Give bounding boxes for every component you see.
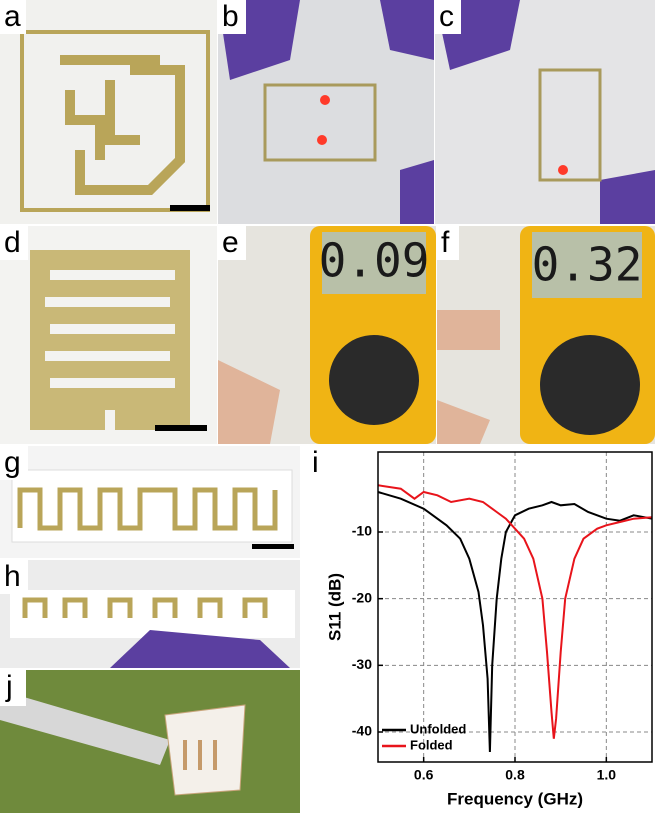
panel-letter: j — [5, 670, 13, 703]
panel-letter: f — [441, 226, 450, 259]
y-tick-label: -20 — [352, 589, 372, 605]
photo-d — [0, 226, 217, 444]
photo-b — [218, 0, 434, 224]
panel-letter: g — [4, 446, 21, 479]
y-tick-label: -10 — [352, 523, 372, 539]
legend-label: Unfolded — [410, 721, 466, 736]
y-tick-label: -30 — [352, 656, 372, 672]
photo-g — [0, 446, 300, 558]
y-axis-label: S11 (dB) — [325, 573, 344, 641]
chart: -10 -20 -30 -40 0.6 0.8 1.0 Frequency (GHz) S11 … — [325, 452, 652, 808]
x-tick-label: 1.0 — [597, 767, 617, 783]
panel-letter: c — [439, 0, 454, 33]
panel-letter: a — [4, 0, 21, 33]
y-tick-label: -40 — [352, 723, 372, 739]
photo-j — [0, 670, 300, 813]
panel-letter: b — [222, 0, 239, 33]
meter-reading: 0.32 — [532, 238, 643, 292]
photo-a — [0, 0, 217, 224]
photo-h — [0, 560, 300, 668]
legend-label: Folded — [410, 737, 453, 752]
figure: a b c d e f g h i j 0.09 0.32 -10-20-30-… — [0, 0, 655, 813]
panel-letter: e — [222, 226, 239, 259]
meter-reading: 0.09 — [319, 234, 430, 288]
x-axis-label: Frequency (GHz) — [447, 789, 583, 808]
panel-letter: i — [312, 446, 319, 479]
panel-letter: d — [4, 226, 21, 259]
x-tick-label: 0.8 — [505, 767, 525, 783]
x-tick-label: 0.6 — [414, 767, 434, 783]
photo-c — [435, 0, 655, 224]
panel-letter: h — [4, 560, 21, 593]
